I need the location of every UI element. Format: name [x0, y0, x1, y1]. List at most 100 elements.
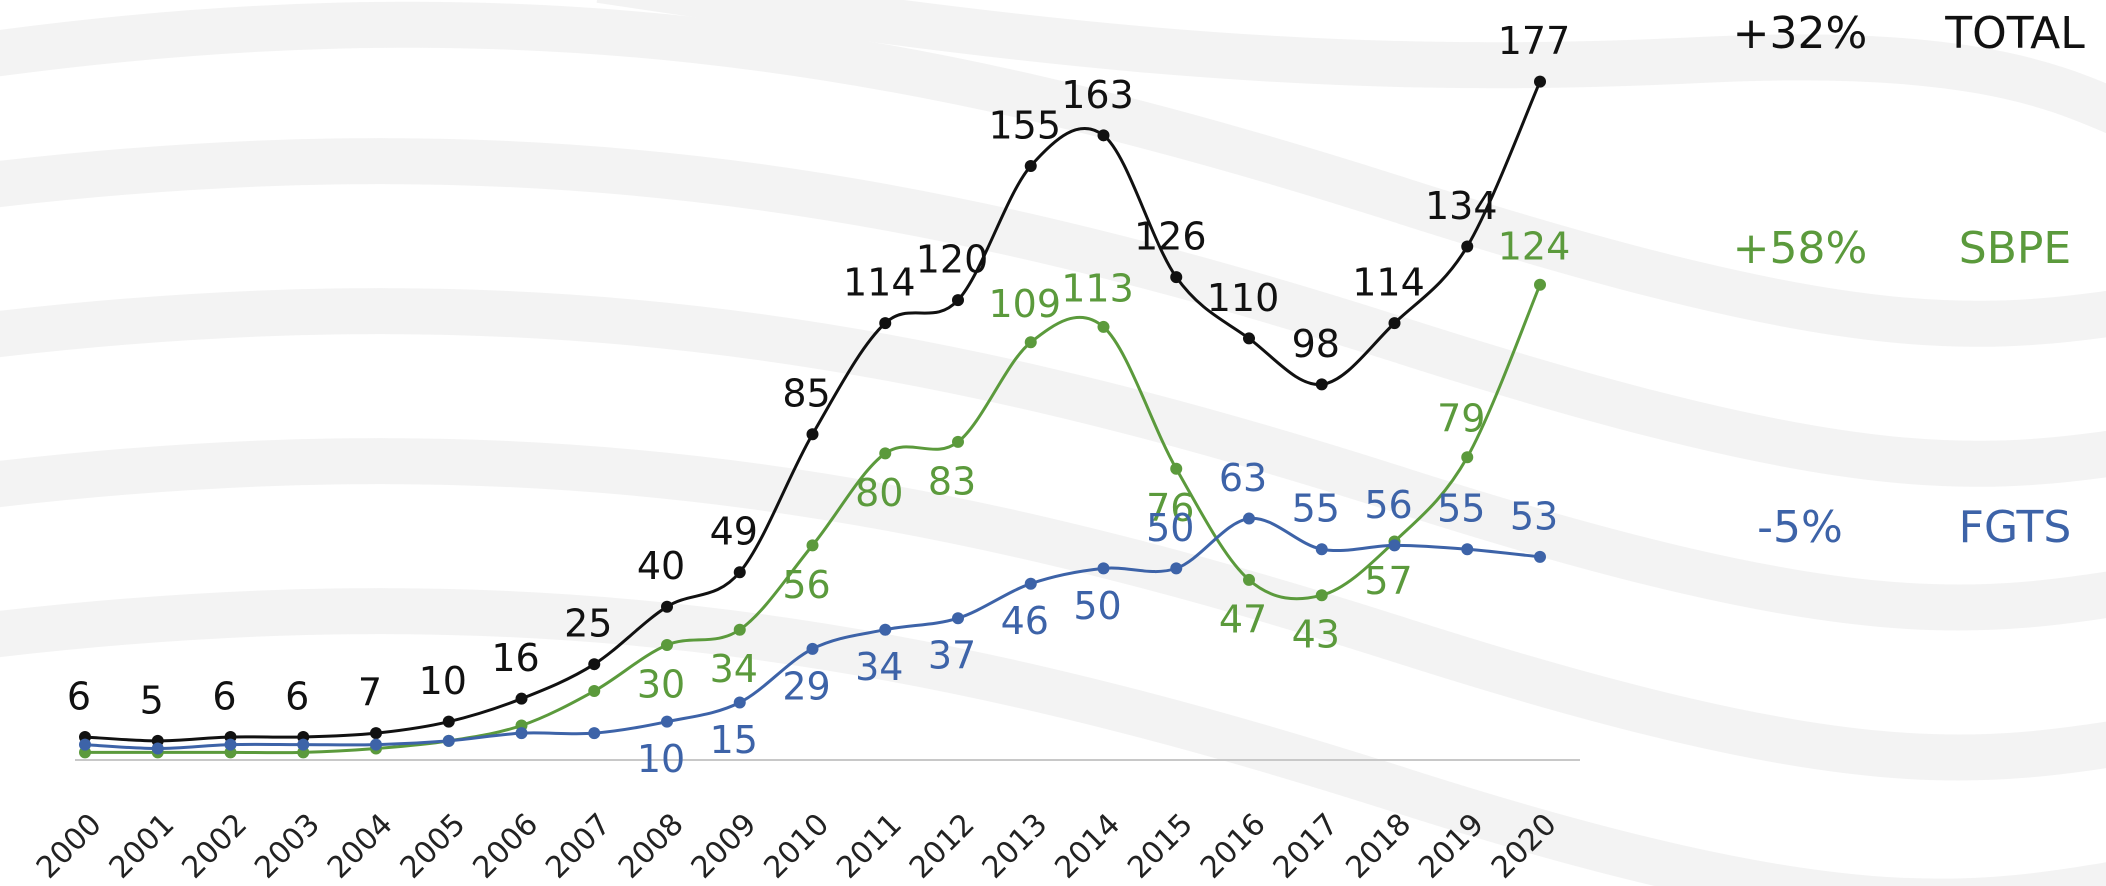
data-point	[1388, 539, 1401, 552]
data-point	[806, 642, 819, 655]
data-label: 85	[782, 372, 830, 416]
data-point	[1097, 129, 1110, 142]
data-label: 50	[1073, 584, 1121, 628]
data-label: 40	[637, 544, 685, 588]
data-point	[515, 692, 528, 705]
data-label: 16	[491, 636, 539, 680]
data-label: 7	[358, 671, 382, 715]
data-point	[1097, 320, 1110, 333]
data-point	[661, 639, 673, 652]
data-point	[1461, 240, 1474, 253]
data-label: 6	[212, 675, 236, 719]
data-point	[442, 715, 455, 728]
data-point	[879, 623, 892, 636]
data-label: 134	[1425, 184, 1498, 228]
data-label: 113	[1061, 266, 1134, 310]
series-change: -5%	[1757, 502, 1843, 553]
data-point	[661, 600, 673, 613]
data-point	[1461, 543, 1474, 556]
data-label: 55	[1292, 487, 1340, 531]
data-label: 124	[1498, 224, 1571, 268]
data-label: 83	[928, 459, 976, 503]
data-point	[1243, 332, 1255, 345]
data-label: 50	[1146, 506, 1194, 550]
data-point	[79, 738, 91, 751]
legend-label: SBPE	[1959, 223, 2071, 274]
data-label: 57	[1364, 559, 1412, 603]
data-point	[1388, 317, 1401, 330]
data-label: 53	[1510, 494, 1558, 538]
data-point	[952, 435, 964, 448]
data-point	[1461, 451, 1474, 464]
data-point	[588, 685, 601, 698]
legend-label: TOTAL	[1944, 8, 2085, 59]
data-label: 6	[285, 675, 309, 719]
data-point	[661, 715, 673, 728]
data-label: 155	[988, 103, 1061, 147]
series-change: +32%	[1733, 8, 1868, 59]
data-point	[370, 738, 382, 751]
data-point	[879, 447, 892, 460]
data-label: 37	[928, 634, 976, 678]
data-label: 120	[916, 238, 989, 282]
legend-label: FGTS	[1959, 502, 2072, 553]
data-point	[1315, 378, 1328, 391]
data-point	[733, 696, 746, 709]
data-label: 34	[710, 647, 758, 691]
data-point	[1097, 562, 1110, 575]
data-label: 10	[419, 659, 467, 703]
data-point	[588, 658, 601, 671]
data-label: 15	[710, 718, 758, 762]
data-point	[952, 294, 964, 307]
data-label: 109	[988, 282, 1061, 326]
data-point	[224, 738, 237, 751]
data-point	[370, 727, 382, 740]
data-label: 56	[1364, 483, 1412, 527]
data-label: 79	[1437, 397, 1485, 441]
data-point	[733, 623, 746, 636]
data-point	[1024, 577, 1037, 590]
data-label: 29	[782, 664, 830, 708]
data-label: 98	[1292, 322, 1340, 366]
data-label: 5	[140, 678, 164, 722]
data-label: 46	[1001, 599, 1049, 643]
data-label: 55	[1437, 487, 1485, 531]
data-label: 114	[843, 261, 916, 305]
data-label: 126	[1134, 215, 1207, 259]
data-point	[1534, 75, 1546, 88]
data-point	[1170, 562, 1183, 575]
data-point	[515, 727, 528, 740]
data-point	[806, 539, 819, 552]
data-label: 6	[67, 675, 91, 719]
data-label: 80	[855, 471, 903, 515]
data-point	[1243, 512, 1255, 525]
data-label: 30	[637, 663, 685, 707]
series-change: +58%	[1733, 223, 1868, 274]
data-point	[442, 734, 455, 747]
data-point	[297, 738, 310, 751]
data-point	[952, 612, 964, 625]
data-point	[1315, 589, 1328, 602]
data-label: 76	[1146, 486, 1194, 530]
data-label: 10	[637, 737, 685, 781]
data-point	[151, 742, 164, 755]
data-label: 47	[1219, 597, 1267, 641]
data-point	[879, 317, 892, 330]
data-label: 49	[710, 510, 758, 554]
data-label: 114	[1352, 261, 1425, 305]
data-point	[1534, 550, 1546, 563]
data-point	[1315, 543, 1328, 556]
data-point	[1024, 159, 1037, 172]
data-label: 110	[1207, 276, 1280, 320]
data-label: 34	[855, 645, 903, 689]
data-label: 25	[564, 602, 612, 646]
data-label: 177	[1498, 19, 1571, 63]
data-point	[1170, 271, 1183, 284]
data-label: 56	[782, 563, 830, 607]
data-point	[1243, 573, 1255, 586]
data-point	[806, 428, 819, 441]
data-point	[1170, 462, 1183, 475]
